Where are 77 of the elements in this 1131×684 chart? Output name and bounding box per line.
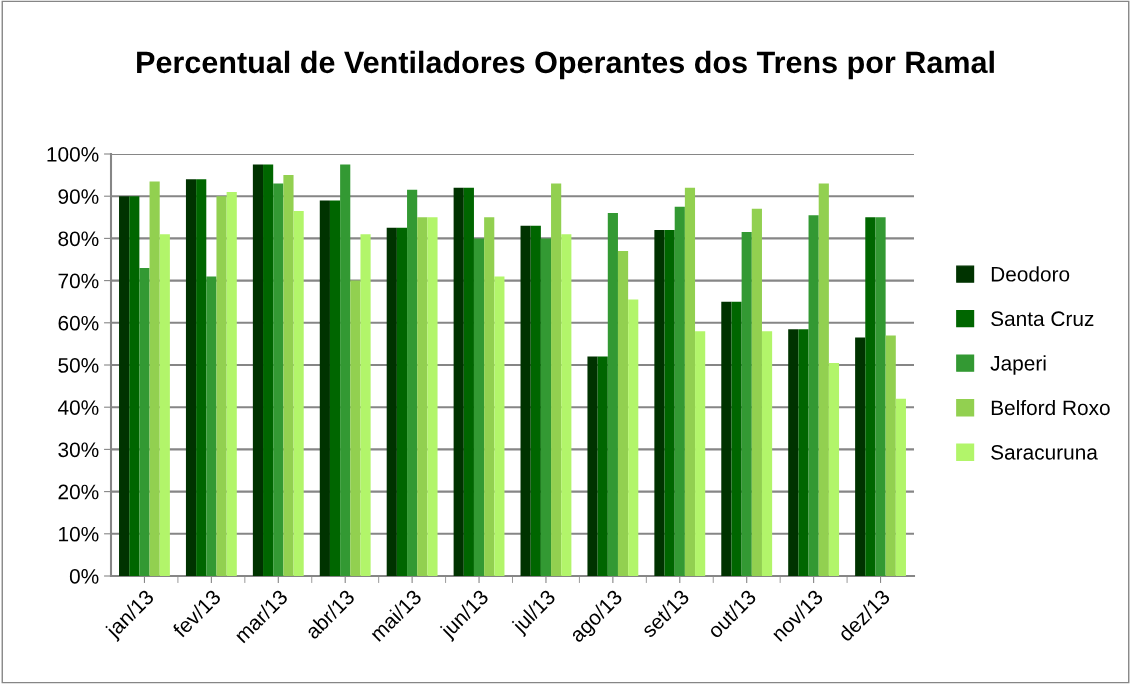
bar [206,276,217,576]
chart-title: Percentual de Ventiladores Operantes dos Trens por Ramal [137,50,994,80]
bar [453,187,464,576]
bar [329,200,341,576]
bar [417,217,428,576]
bar [484,217,495,576]
y-tick-label: 40% [57,400,99,415]
bar [855,337,866,576]
y-tick-label: 20% [58,484,99,500]
y-tick-label: 80% [58,231,99,247]
y-tick-label: 60% [58,315,99,331]
legend-label: Belford Roxo [991,399,1110,416]
bar [293,210,304,576]
y-tick-label: 30% [58,442,99,458]
y-tick-label: 0% [69,569,99,584]
bar [159,234,170,576]
bar [664,229,675,576]
bar [695,331,706,576]
bar [875,217,886,576]
bar [597,356,608,576]
bar [252,164,264,576]
bar [407,189,418,576]
y-tick-label: 10% [59,526,99,542]
bar [741,232,752,576]
bar [340,164,351,576]
bar [607,213,618,576]
bar [396,227,408,576]
bar [751,208,762,576]
bar [273,183,284,576]
bar [139,267,150,576]
bar [895,398,906,576]
bar [761,331,773,576]
bar [628,299,639,576]
bar [463,187,474,576]
bar [196,179,207,576]
bar [427,217,438,576]
y-tick-label: 70% [58,273,99,289]
bar [798,329,809,576]
bar [185,179,197,576]
y-tick-label: 100% [47,147,99,162]
bar [149,181,160,576]
bar [319,200,330,576]
bar [587,356,598,576]
bar [530,225,541,576]
bar [818,183,829,576]
bar [494,276,505,576]
bar [865,217,876,576]
bar [263,164,274,576]
bar [551,183,562,576]
bar [360,234,371,576]
legend-label: Japeri [990,355,1046,375]
bar [473,238,485,576]
bar [684,187,696,576]
y-tick-label: 90% [58,189,99,204]
legend-label: Santa Cruz [991,311,1094,327]
bar [617,251,629,576]
bar [386,227,397,576]
bar [885,335,896,576]
bar [674,206,685,576]
bar [561,234,572,576]
bar [808,215,819,576]
bar [828,362,840,576]
bar [721,301,732,576]
bar [226,191,237,576]
bar [283,175,294,576]
bar [654,229,665,576]
bar [119,196,130,576]
bar [540,238,552,576]
bar [788,329,799,576]
bar [350,280,361,576]
bar [520,225,531,576]
legend-label: Deodoro [991,266,1070,282]
bar [731,301,742,576]
bar [216,196,227,576]
bar [129,196,140,576]
legend-label: Saracuruna [991,444,1098,460]
y-tick-label: 50% [58,358,99,373]
